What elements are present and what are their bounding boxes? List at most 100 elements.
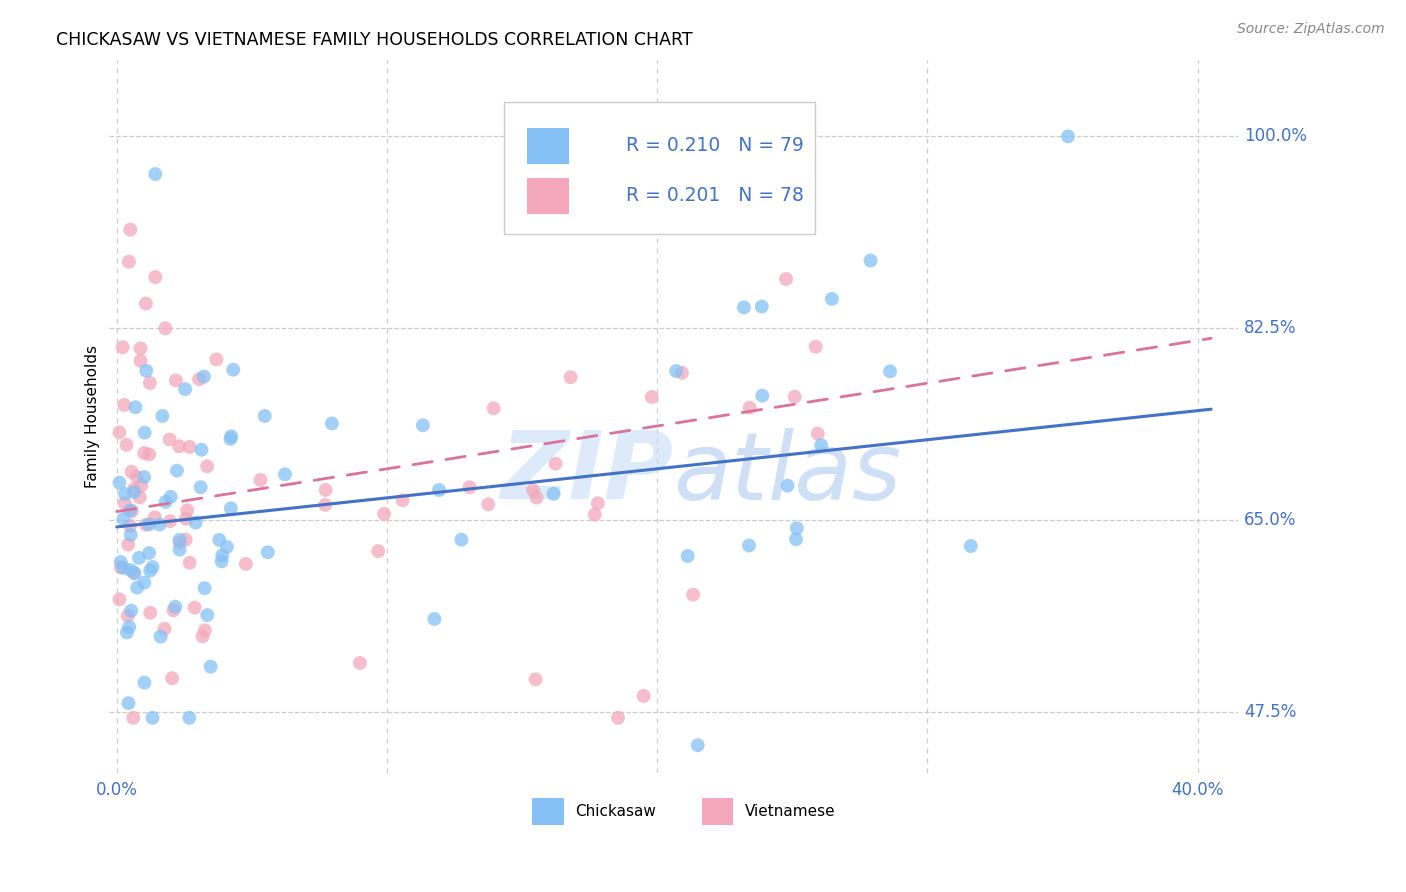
Point	[141, 711, 163, 725]
Point	[205, 352, 228, 367]
Point	[122, 485, 145, 500]
Point	[143, 167, 166, 181]
Point	[776, 479, 799, 493]
Point	[117, 696, 139, 710]
Point	[219, 429, 242, 443]
Point	[222, 362, 245, 376]
Point	[122, 566, 145, 580]
Point	[127, 581, 149, 595]
Point	[112, 398, 135, 412]
Point	[543, 487, 565, 501]
Point	[134, 425, 156, 440]
Point	[121, 465, 143, 479]
Point	[1057, 129, 1080, 144]
Text: 82.5%: 82.5%	[1244, 319, 1296, 337]
Point	[138, 517, 160, 532]
Point	[148, 517, 170, 532]
Point	[219, 432, 242, 446]
Text: atlas: atlas	[673, 427, 901, 518]
Point	[176, 503, 198, 517]
Point	[129, 479, 152, 493]
Point	[159, 490, 181, 504]
Point	[169, 533, 191, 547]
FancyBboxPatch shape	[503, 103, 814, 235]
Point	[108, 425, 131, 440]
Point	[775, 272, 797, 286]
Point	[200, 659, 222, 673]
Point	[195, 608, 218, 623]
Point	[143, 510, 166, 524]
Point	[193, 369, 215, 384]
Point	[120, 222, 142, 236]
Point	[111, 340, 134, 354]
Point	[134, 675, 156, 690]
Point	[118, 620, 141, 634]
Point	[586, 496, 609, 510]
Point	[155, 321, 177, 335]
Point	[112, 512, 135, 526]
Point	[118, 519, 141, 533]
Text: CHICKASAW VS VIETNAMESE FAMILY HOUSEHOLDS CORRELATION CHART: CHICKASAW VS VIETNAMESE FAMILY HOUSEHOLD…	[56, 31, 693, 49]
Point	[159, 433, 181, 447]
Point	[423, 612, 446, 626]
Point	[115, 438, 138, 452]
Point	[108, 592, 131, 607]
Point	[219, 501, 242, 516]
Point	[143, 270, 166, 285]
Point	[139, 376, 162, 390]
Point	[122, 482, 145, 496]
Point	[641, 390, 664, 404]
Point	[108, 475, 131, 490]
Point	[165, 373, 187, 387]
Point	[560, 370, 582, 384]
Point	[124, 566, 146, 581]
Point	[190, 442, 212, 457]
Point	[194, 624, 217, 638]
Point	[138, 546, 160, 560]
Point	[315, 483, 337, 497]
Point	[125, 469, 148, 483]
Point	[738, 401, 761, 415]
Point	[821, 292, 844, 306]
Point	[274, 467, 297, 482]
Point	[391, 493, 413, 508]
Point	[522, 483, 544, 497]
Point	[110, 555, 132, 569]
Point	[349, 656, 371, 670]
Point	[810, 438, 832, 452]
Point	[124, 401, 146, 415]
Point	[526, 491, 548, 505]
Point	[150, 409, 173, 423]
Point	[195, 459, 218, 474]
Point	[174, 533, 197, 547]
Text: 40.0%: 40.0%	[1171, 781, 1223, 799]
FancyBboxPatch shape	[527, 128, 569, 164]
Point	[114, 487, 136, 501]
Point	[738, 539, 761, 553]
Point	[129, 342, 152, 356]
Point	[785, 533, 807, 547]
Point	[314, 498, 336, 512]
Point	[607, 711, 630, 725]
Point	[190, 480, 212, 494]
Point	[174, 511, 197, 525]
Point	[733, 301, 755, 315]
Point	[188, 372, 211, 386]
Text: Vietnamese: Vietnamese	[745, 805, 835, 820]
Point	[135, 296, 157, 310]
Point	[118, 254, 141, 268]
Point	[120, 604, 142, 618]
Point	[110, 560, 132, 574]
Point	[665, 364, 688, 378]
Point	[122, 711, 145, 725]
Point	[183, 600, 205, 615]
Point	[215, 540, 238, 554]
Point	[671, 366, 693, 380]
Point	[117, 608, 139, 623]
Point	[162, 603, 184, 617]
Point	[524, 673, 547, 687]
Text: 47.5%: 47.5%	[1244, 703, 1296, 722]
Point	[138, 447, 160, 461]
Point	[751, 389, 773, 403]
Point	[128, 491, 150, 505]
